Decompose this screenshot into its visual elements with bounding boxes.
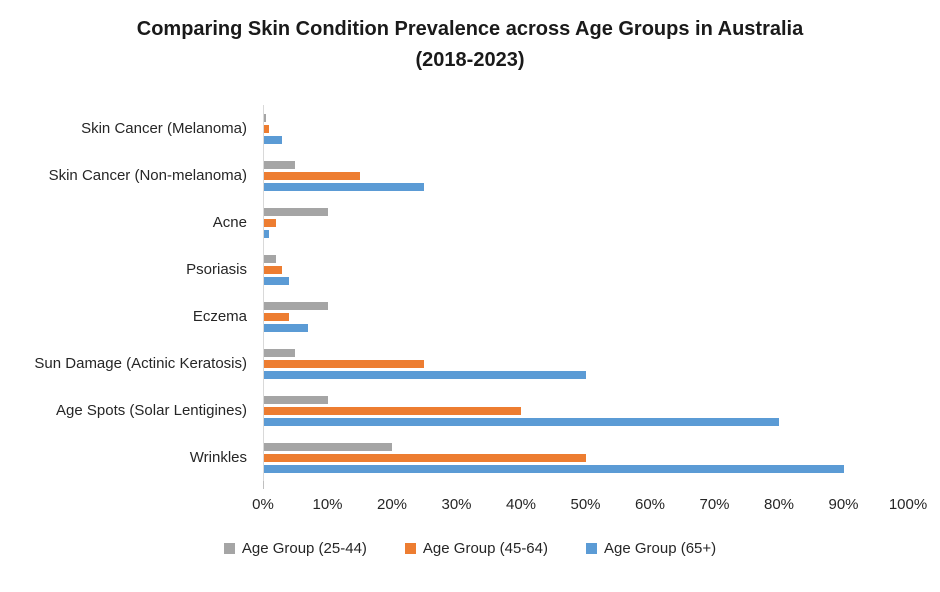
bar-age-group-45-64- <box>263 453 586 462</box>
bar-age-group-65+- <box>263 182 425 191</box>
chart-row: Wrinkles <box>0 434 908 481</box>
bar-age-group-65+- <box>263 370 586 379</box>
bar-age-group-45-64- <box>263 406 521 415</box>
chart-legend: Age Group (25-44) Age Group (45-64) Age Gr… <box>0 540 940 557</box>
bar-age-group-65+- <box>263 323 309 332</box>
category-label: Sun Damage (Actinic Keratosis) <box>34 355 247 372</box>
legend-swatch <box>404 543 416 554</box>
x-tick-label: 10% <box>312 496 343 513</box>
legend-label: Age Group (25-44) <box>241 540 367 557</box>
x-tick-label: 30% <box>441 496 472 513</box>
bar-age-group-25-44- <box>263 348 296 357</box>
bar-age-group-25-44- <box>263 301 328 310</box>
bar-age-group-25-44- <box>263 160 296 169</box>
x-tick-label: 60% <box>634 496 666 513</box>
x-tick-label: 50% <box>570 496 601 513</box>
plot-cell <box>263 387 908 434</box>
x-tick-label: 70% <box>699 496 730 513</box>
chart-row: Age Spots (Solar Lentigines) <box>0 387 908 434</box>
x-tick-label: 90% <box>828 496 859 513</box>
plot-cell <box>263 434 908 481</box>
bar-age-group-45-64- <box>263 265 283 274</box>
category-axis-line <box>263 105 264 481</box>
x-axis-tick-labels: 0% 10% 20% 30% 40% 50% 60% 70% 80% 90% 100% <box>252 496 927 516</box>
chart-row: Sun Damage (Actinic Keratosis) <box>0 340 908 387</box>
bar-age-group-45-64- <box>263 171 360 180</box>
bar-age-group-65+- <box>263 417 779 426</box>
chart-title: Comparing Skin Condition Prevalence acro… <box>0 14 940 76</box>
legend-item: Age Group (25-44) <box>223 540 367 557</box>
legend-label: Age Group (45-64) <box>422 540 548 557</box>
chart-row: Eczema <box>0 293 908 340</box>
chart-row: Skin Cancer (Non-melanoma) <box>0 152 908 199</box>
legend-item: Age Group (65+) <box>586 540 716 557</box>
category-label: Psoriasis <box>186 261 247 278</box>
plot-cell <box>263 105 908 152</box>
plot-cell <box>263 152 908 199</box>
bar-age-group-25-44- <box>263 254 276 263</box>
x-tick-label: 80% <box>763 496 795 513</box>
legend-swatch <box>586 543 597 554</box>
category-label: Wrinkles <box>189 449 247 466</box>
category-label: Acne <box>212 214 247 231</box>
category-label: Skin Cancer (Melanoma) <box>81 120 247 137</box>
x-tick-label: 0% <box>252 496 274 513</box>
category-label: Eczema <box>192 308 247 325</box>
x-tick-label: 40% <box>505 496 537 513</box>
chart-rows: Skin Cancer (Melanoma) Skin Cancer (Non-m… <box>0 105 908 481</box>
bar-age-group-25-44- <box>263 442 392 451</box>
x-tick-label: 100% <box>888 496 928 513</box>
plot-cell <box>263 246 908 293</box>
chart-row: Skin Cancer (Melanoma) <box>0 105 908 152</box>
legend-item: Age Group (45-64) <box>404 540 548 557</box>
plot-cell <box>263 293 908 340</box>
axis-origin-tick <box>263 481 264 489</box>
bar-age-group-45-64- <box>263 312 289 321</box>
bar-age-group-25-44- <box>263 395 328 404</box>
legend-swatch <box>223 543 235 554</box>
category-label: Age Spots (Solar Lentigines) <box>56 402 247 419</box>
legend-label: Age Group (65+) <box>604 540 717 557</box>
bar-age-group-45-64- <box>263 218 276 227</box>
bar-age-group-65+- <box>263 276 289 285</box>
bar-age-group-65+- <box>263 229 270 238</box>
plot-cell <box>263 199 908 246</box>
plot-cell <box>263 340 908 387</box>
bar-age-group-25-44- <box>263 207 328 216</box>
chart-row: Psoriasis <box>0 246 908 293</box>
category-label: Skin Cancer (Non-melanoma) <box>48 167 247 184</box>
bar-age-group-45-64- <box>263 124 270 133</box>
bar-age-group-65+- <box>263 135 283 144</box>
chart-row: Acne <box>0 199 908 246</box>
bar-age-group-65+- <box>263 464 844 473</box>
bar-age-group-45-64- <box>263 359 425 368</box>
x-tick-label: 20% <box>376 496 408 513</box>
bar-age-group-25-44- <box>263 113 267 122</box>
chart-title-line2: (2018-2023) <box>415 49 525 71</box>
chart-title-line1: Comparing Skin Condition Prevalence acro… <box>136 18 804 40</box>
